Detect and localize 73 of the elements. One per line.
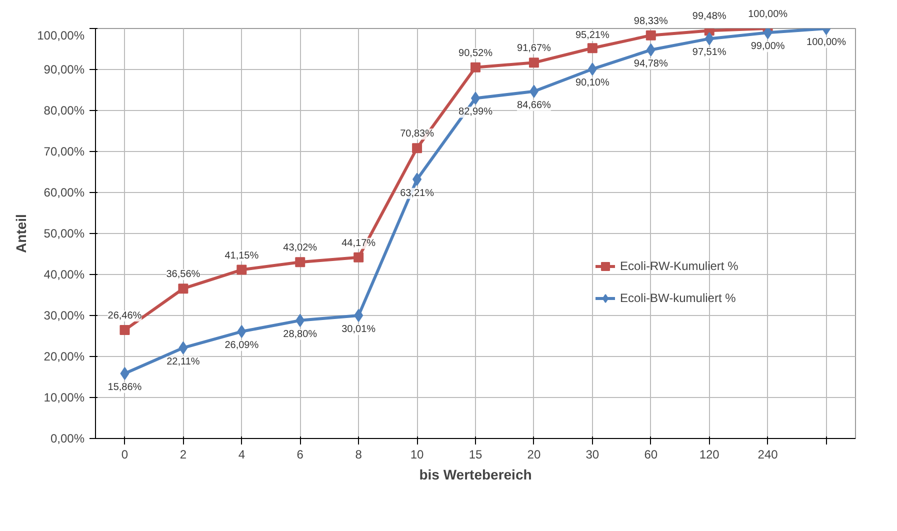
y-tick-label: 80,00% <box>44 104 85 118</box>
y-tick-label: 100,00% <box>37 28 85 42</box>
y-tick-label: 10,00% <box>44 390 85 404</box>
x-tick-label: 120 <box>699 448 720 462</box>
data-label: 41,15% <box>224 250 259 262</box>
x-tick-label: 2 <box>180 448 187 462</box>
x-tick-label: 60 <box>644 448 658 462</box>
data-label: 70,83% <box>400 128 434 140</box>
point <box>354 308 364 322</box>
point <box>470 62 480 72</box>
x-tick-label: 4 <box>238 448 246 462</box>
data-label: 36,56% <box>166 269 200 280</box>
point <box>528 58 539 68</box>
point <box>412 172 422 186</box>
y-tick-label: 60,00% <box>44 186 85 200</box>
x-tick-label: 6 <box>296 448 304 462</box>
data-label: 97,51% <box>692 47 726 58</box>
point <box>412 143 422 154</box>
x-tick-label: 30 <box>586 448 600 462</box>
data-label: 100,00% <box>806 37 846 48</box>
point <box>763 28 772 40</box>
point <box>178 284 188 294</box>
x-tick-label: 8 <box>355 448 362 462</box>
point <box>704 32 714 46</box>
point <box>295 257 306 268</box>
data-label: 28,80% <box>283 328 318 340</box>
data-label: 98,33% <box>634 16 668 27</box>
data-label: 90,52% <box>458 48 493 59</box>
data-label: 43,02% <box>283 242 318 254</box>
point <box>588 62 597 76</box>
data-label: 63,21% <box>400 188 434 199</box>
point <box>120 325 130 336</box>
point <box>646 43 656 56</box>
y-axis-title: Anteil <box>13 214 30 253</box>
data-label: 30,01% <box>342 324 376 335</box>
point <box>236 264 247 275</box>
y-tick-label: 50,00% <box>44 226 85 240</box>
y-tick-label: 70,00% <box>44 144 85 158</box>
x-axis-title: bis Wertebereich <box>419 466 532 482</box>
data-label: 82,99% <box>458 106 493 118</box>
data-label: 26,46% <box>108 310 142 322</box>
y-tick-label: 20,00% <box>44 350 85 364</box>
x-tick-label: 0 <box>121 448 128 462</box>
x-tick-label: 20 <box>527 448 541 462</box>
point <box>529 84 538 98</box>
data-label: 94,78% <box>634 58 668 70</box>
data-label: 90,10% <box>575 78 610 89</box>
point <box>354 252 364 262</box>
y-tick-label: 40,00% <box>44 268 85 282</box>
x-tick-label: 10 <box>410 448 424 462</box>
data-label: 99,48% <box>692 11 726 22</box>
point <box>178 341 188 354</box>
data-label: 26,09% <box>224 340 259 352</box>
data-label: 22,11% <box>166 356 200 368</box>
data-label: 100,00% <box>748 9 788 20</box>
y-tick-label: 30,00% <box>44 308 85 322</box>
point <box>237 325 246 338</box>
x-tick-label: 15 <box>468 448 482 462</box>
data-label: 91,67% <box>517 43 552 54</box>
y-tick-label: 90,00% <box>44 62 85 76</box>
legend-label: Ecoli-RW-Kumuliert % <box>620 259 738 273</box>
data-label: 44,17% <box>342 238 376 249</box>
data-label: 95,21% <box>575 30 610 41</box>
point <box>646 30 656 40</box>
data-label: 84,66% <box>517 100 552 111</box>
legend-label: Ecoli-BW-kumuliert % <box>620 291 736 305</box>
point <box>296 314 305 327</box>
x-tick-label: 240 <box>758 448 778 462</box>
y-tick-label: 0,00% <box>50 432 85 446</box>
data-label: 15,86% <box>108 382 142 393</box>
data-label: 99,00% <box>750 41 785 52</box>
point <box>120 366 130 380</box>
point <box>587 43 598 54</box>
